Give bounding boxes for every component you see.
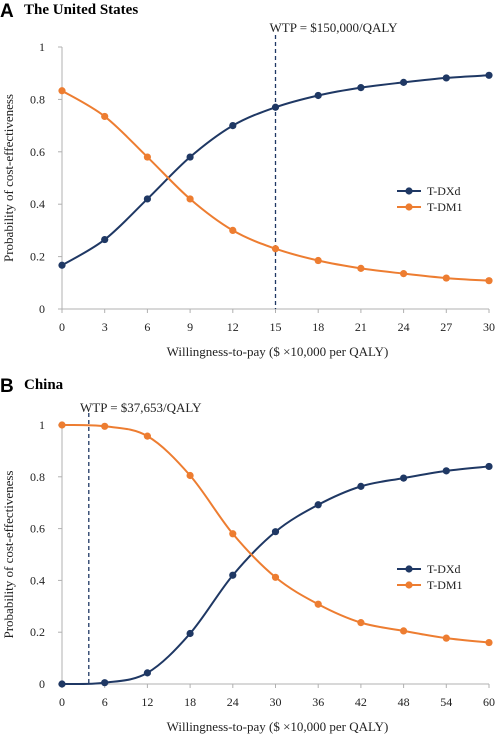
- data-point-t-dxd: [143, 195, 151, 203]
- legend-swatch-marker: [405, 187, 413, 195]
- data-point-t-dm1: [143, 432, 151, 440]
- data-point-t-dxd: [271, 103, 280, 111]
- data-point-t-dxd: [485, 462, 493, 471]
- y-axis-label: Probability of cost-effectiveness: [1, 471, 16, 639]
- panel-title: China: [24, 377, 64, 393]
- x-axis-label: Willingness-to-pay ($ ×10,000 per QALY): [167, 344, 389, 359]
- data-point-t-dxd: [101, 679, 109, 687]
- data-point-t-dxd: [58, 680, 66, 688]
- data-point-t-dm1: [58, 87, 66, 95]
- data-point-t-dm1: [101, 112, 109, 121]
- data-point-t-dm1: [485, 638, 493, 647]
- panel-letter: A: [0, 1, 14, 22]
- data-point-t-dxd: [229, 571, 237, 579]
- wtp-threshold-label: WTP = $37,653/QALY: [80, 400, 202, 415]
- data-point-t-dm1: [229, 226, 237, 234]
- data-point-t-dm1: [442, 634, 450, 642]
- data-point-t-dm1: [271, 245, 280, 253]
- data-point-t-dxd: [357, 482, 365, 490]
- x-tick-label: 36: [312, 695, 324, 709]
- y-tick-label: 0.4: [30, 573, 45, 587]
- y-tick-label: 0.8: [30, 470, 45, 484]
- x-tick-label: 18: [312, 320, 324, 334]
- x-tick-label: 60: [483, 695, 495, 709]
- data-point-t-dm1: [314, 600, 322, 608]
- x-tick-label: 27: [440, 320, 452, 334]
- x-tick-label: 3: [102, 320, 108, 334]
- y-tick-label: 0.2: [30, 625, 45, 639]
- data-point-t-dxd: [357, 84, 365, 92]
- y-tick-label: 1: [39, 40, 45, 54]
- x-tick-label: 21: [355, 320, 367, 334]
- panel-title: The United States: [24, 2, 138, 18]
- x-tick-label: 24: [398, 320, 410, 334]
- wtp-threshold-label: WTP = $150,000/QALY: [270, 20, 399, 35]
- x-tick-label: 54: [440, 695, 452, 709]
- data-point-t-dxd: [442, 74, 450, 82]
- x-tick-label: 42: [355, 695, 367, 709]
- data-point-t-dxd: [143, 669, 151, 677]
- x-tick-label: 48: [398, 695, 410, 709]
- x-tick-label: 30: [270, 695, 282, 709]
- legend-entry: T-DM1: [427, 200, 463, 214]
- data-point-t-dxd: [58, 261, 66, 269]
- x-tick-label: 9: [187, 320, 193, 334]
- y-tick-label: 0.6: [30, 145, 45, 159]
- x-tick-label: 0: [59, 320, 65, 334]
- legend-swatch-marker: [405, 203, 413, 211]
- data-point-t-dxd: [101, 235, 109, 244]
- x-tick-label: 6: [144, 320, 150, 334]
- x-tick-label: 30: [483, 320, 495, 334]
- data-point-t-dm1: [271, 573, 280, 581]
- y-tick-label: 0: [39, 677, 45, 691]
- data-point-t-dm1: [229, 530, 237, 538]
- data-point-t-dm1: [143, 153, 151, 161]
- data-point-t-dxd: [400, 78, 408, 86]
- data-point-t-dxd: [186, 629, 194, 638]
- data-point-t-dm1: [186, 471, 194, 480]
- x-tick-label: 0: [59, 695, 65, 709]
- x-tick-label: 12: [141, 695, 153, 709]
- data-point-t-dm1: [442, 274, 450, 282]
- legend-swatch-marker: [405, 581, 413, 589]
- data-point-t-dm1: [357, 264, 365, 272]
- legend-entry: T-DXd: [427, 184, 461, 198]
- data-point-t-dxd: [271, 528, 280, 536]
- y-tick-label: 0.4: [30, 197, 45, 211]
- data-point-t-dxd: [314, 91, 322, 100]
- legend-entry: T-DM1: [427, 578, 463, 592]
- data-point-t-dm1: [58, 421, 66, 429]
- panel-letter: B: [0, 376, 14, 397]
- y-axis-label: Probability of cost-effectiveness: [1, 94, 16, 262]
- data-point-t-dxd: [314, 501, 322, 509]
- data-point-t-dxd: [485, 71, 493, 79]
- x-tick-label: 15: [270, 320, 282, 334]
- data-point-t-dm1: [314, 256, 322, 265]
- data-point-t-dm1: [186, 195, 194, 203]
- x-tick-label: 18: [184, 695, 196, 709]
- data-point-t-dm1: [400, 627, 408, 635]
- legend-entry: T-DXd: [427, 562, 461, 576]
- data-point-t-dxd: [229, 122, 237, 130]
- y-tick-label: 0.6: [30, 522, 45, 536]
- y-tick-label: 1: [39, 418, 45, 432]
- x-tick-label: 24: [227, 695, 239, 709]
- data-point-t-dm1: [357, 619, 365, 627]
- data-point-t-dm1: [101, 422, 109, 430]
- x-tick-label: 6: [102, 695, 108, 709]
- legend-swatch-marker: [405, 565, 413, 573]
- data-point-t-dm1: [400, 270, 408, 278]
- x-tick-label: 12: [227, 320, 239, 334]
- data-point-t-dm1: [485, 277, 493, 285]
- y-tick-label: 0: [39, 302, 45, 316]
- y-tick-label: 0.8: [30, 92, 45, 106]
- data-point-t-dxd: [186, 153, 194, 161]
- x-axis-label: Willingness-to-pay ($ ×10,000 per QALY): [167, 719, 389, 734]
- data-point-t-dxd: [442, 467, 450, 475]
- data-point-t-dxd: [400, 474, 408, 482]
- y-tick-label: 0.2: [30, 250, 45, 264]
